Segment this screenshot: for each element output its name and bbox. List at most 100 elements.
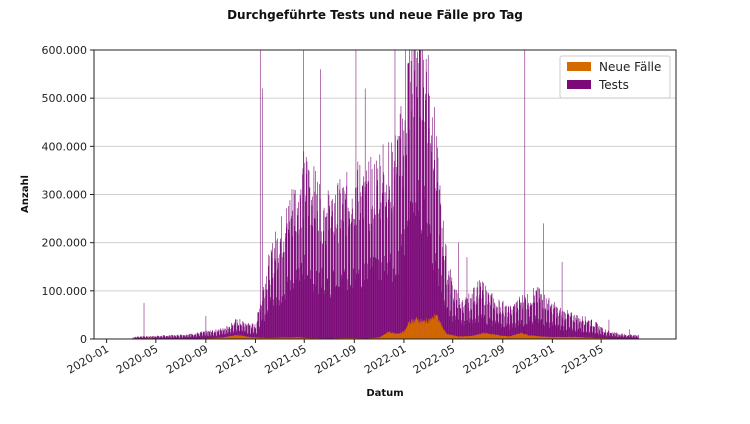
bar (543, 336, 545, 339)
bar (444, 330, 446, 339)
bar (349, 211, 350, 339)
bar (230, 336, 232, 339)
bar (571, 314, 572, 339)
bar (430, 145, 432, 339)
bar (433, 170, 434, 339)
bar (397, 140, 398, 339)
bar (188, 334, 189, 339)
bar (498, 321, 499, 339)
bar (584, 324, 586, 339)
bar (246, 336, 247, 339)
bar (376, 160, 377, 339)
bar (573, 322, 574, 339)
bar (320, 231, 322, 339)
bar (146, 336, 147, 339)
bar (630, 334, 631, 339)
bar (262, 337, 263, 339)
bar (256, 322, 258, 339)
bar (375, 257, 377, 339)
bar (490, 334, 492, 339)
bar (247, 333, 249, 339)
bar (229, 336, 231, 339)
bar (574, 330, 576, 339)
bar (388, 189, 390, 339)
bar (192, 335, 194, 339)
bar (473, 335, 475, 339)
bar (419, 50, 420, 339)
bar (323, 210, 324, 339)
bar (237, 335, 238, 339)
bar (540, 320, 542, 339)
bar (137, 337, 139, 339)
bar (626, 335, 628, 339)
bar (585, 322, 587, 339)
bar (375, 258, 377, 339)
bar (480, 317, 482, 339)
bar (504, 316, 505, 339)
bar (575, 317, 577, 339)
bar (218, 337, 220, 339)
bar (508, 312, 510, 339)
bar (240, 336, 242, 339)
x-tick-label: 2020-05 (114, 342, 160, 376)
bar (240, 335, 241, 339)
bar (207, 331, 208, 339)
bar (488, 334, 490, 339)
bar (551, 336, 553, 339)
bar (288, 221, 290, 339)
bar (280, 337, 281, 339)
bar (316, 194, 318, 339)
bar (504, 335, 505, 339)
bar (406, 328, 407, 339)
bar (346, 171, 348, 339)
bar (290, 337, 291, 339)
bar (137, 336, 138, 339)
bar (199, 333, 201, 339)
bar (411, 319, 413, 339)
bar (588, 320, 590, 339)
bar (520, 333, 521, 339)
bar (257, 337, 259, 339)
bar (310, 224, 312, 339)
bar (379, 165, 381, 339)
bar (161, 337, 163, 339)
bar (492, 325, 493, 339)
bar (202, 336, 203, 339)
bar (166, 336, 168, 339)
bar (428, 93, 429, 340)
bar (559, 311, 560, 339)
bar (375, 337, 377, 339)
bar (248, 336, 250, 339)
bar (569, 336, 570, 339)
bar (287, 337, 289, 339)
bar (272, 277, 274, 339)
bar (479, 280, 480, 339)
bar (231, 336, 233, 339)
bar (368, 161, 370, 339)
bar (195, 335, 196, 339)
bar (431, 318, 433, 339)
bar (604, 332, 606, 339)
bar (405, 327, 407, 339)
bar (277, 337, 278, 339)
bar (274, 337, 276, 339)
bar (376, 337, 377, 339)
bar (331, 200, 333, 339)
bar (280, 337, 282, 339)
bar (594, 326, 595, 339)
bar (255, 327, 256, 339)
bar (326, 212, 328, 339)
bar (288, 337, 289, 339)
bar (279, 337, 281, 339)
bar (585, 337, 587, 339)
bar (510, 305, 511, 339)
bar (451, 334, 452, 339)
bar (311, 205, 313, 339)
bar (239, 335, 240, 339)
bar (464, 336, 466, 339)
bar (399, 333, 401, 339)
bar (172, 335, 173, 339)
bar (539, 301, 541, 339)
bar (240, 324, 241, 339)
bar (223, 337, 224, 339)
